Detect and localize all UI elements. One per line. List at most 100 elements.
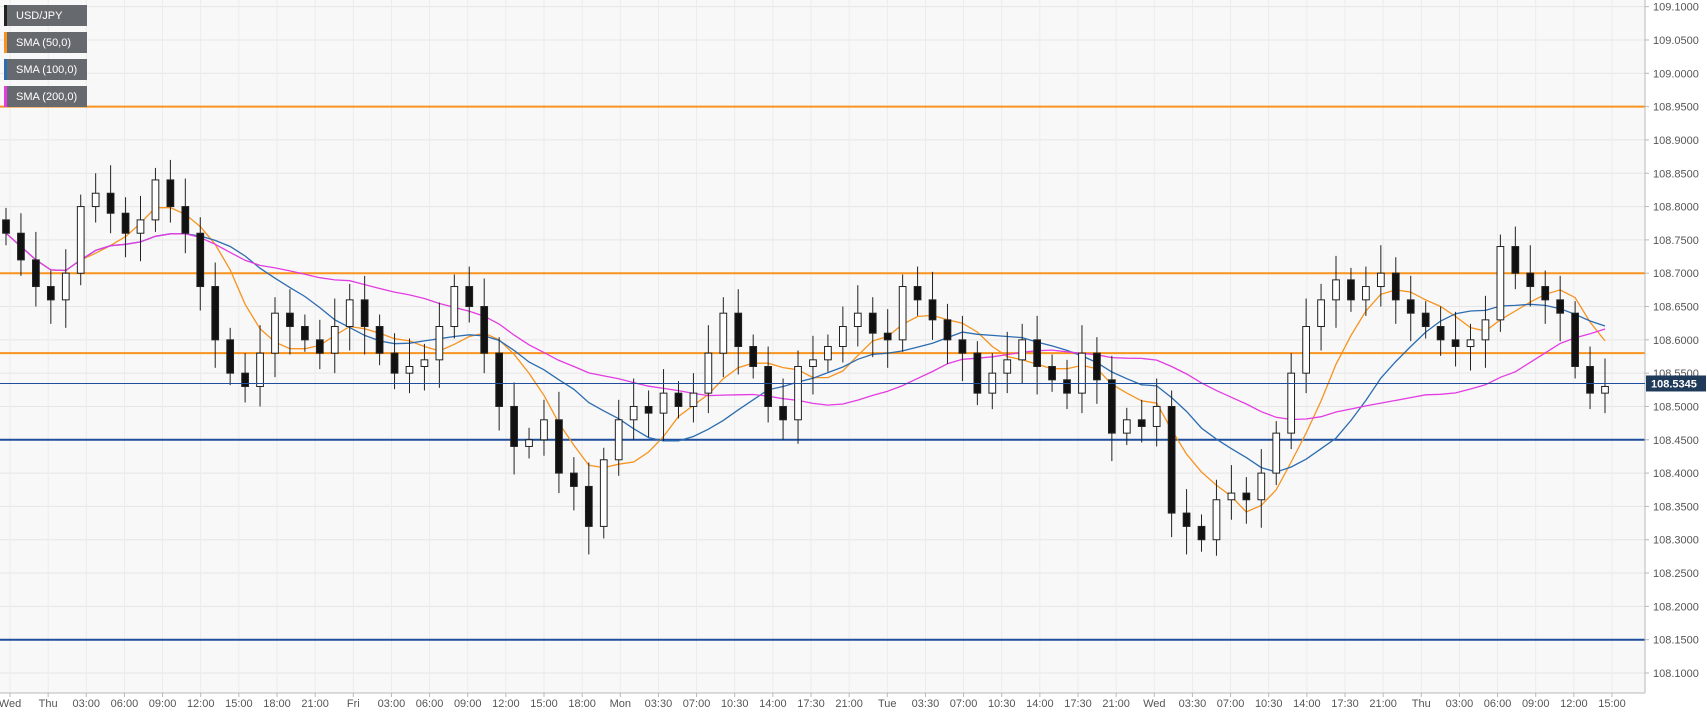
y-tick-label: 108.3000: [1653, 535, 1699, 547]
y-tick-label: 108.6000: [1653, 335, 1699, 347]
candle-bull: [435, 326, 444, 361]
candle-bear: [1107, 379, 1116, 434]
candle-bull: [1287, 372, 1296, 434]
x-tick-label: 06:00: [1484, 698, 1512, 710]
candle-bear: [375, 326, 384, 354]
candle-bear: [1167, 405, 1176, 514]
candle-bear: [1406, 299, 1415, 314]
candle-bull: [629, 405, 638, 421]
sma-100-line: [5, 232, 1606, 473]
candle-bull: [719, 312, 728, 354]
candle-bear: [32, 259, 40, 288]
legend-symbol[interactable]: USD/JPY: [4, 5, 88, 26]
x-tick-label: 17:30: [1331, 698, 1359, 710]
candle-bear: [764, 365, 773, 407]
x-tick-label: 12:00: [1560, 698, 1588, 710]
x-tick-label: 17:30: [1064, 698, 1092, 710]
y-tick-label: 108.6500: [1653, 302, 1699, 314]
candle-bear: [1391, 272, 1400, 301]
x-tick-label: 09:00: [1522, 698, 1550, 710]
x-tick-label: Thu: [39, 698, 58, 710]
y-axis-background: [1645, 0, 1707, 712]
candle-bull: [540, 419, 548, 441]
legend-sma-200[interactable]: SMA (200,0): [4, 86, 88, 107]
candle-bull: [256, 352, 264, 387]
candle-bear: [196, 232, 205, 288]
y-tick-label: 108.3500: [1653, 501, 1699, 513]
indicator-legend: USD/JPY SMA (50,0) SMA (100,0) SMA (200,…: [4, 5, 88, 113]
candle-bear: [211, 286, 220, 341]
candle-bull: [450, 286, 459, 328]
y-tick-label: 109.0500: [1653, 35, 1699, 47]
candle-bull: [136, 219, 145, 234]
x-tick-label: 21:00: [1369, 698, 1397, 710]
candle-bear: [315, 339, 324, 354]
current-price-label: 108.5345: [1651, 378, 1697, 390]
x-tick-label: 03:00: [73, 698, 101, 710]
x-tick-label: 14:00: [1293, 698, 1321, 710]
candle-bull: [1018, 339, 1027, 361]
candle-bear: [749, 346, 758, 367]
y-tick-label: 108.2000: [1653, 601, 1699, 613]
candle-bear: [1436, 326, 1445, 341]
candle-bull: [1496, 246, 1505, 321]
candle-bear: [226, 339, 235, 374]
candle-bear: [1063, 379, 1071, 394]
legend-sma-50[interactable]: SMA (50,0): [4, 32, 88, 53]
x-tick-label: 15:00: [225, 698, 253, 710]
candle-bull: [330, 326, 339, 354]
candle-bear: [1093, 352, 1101, 381]
x-tick-label: 07:00: [683, 698, 711, 710]
candle-bull: [1601, 385, 1609, 394]
x-tick-label: 09:00: [149, 698, 177, 710]
candle-bear: [913, 286, 922, 301]
candle-bull: [91, 192, 100, 208]
x-tick-label: Mon: [610, 698, 631, 710]
x-tick-label: 21:00: [1102, 698, 1130, 710]
candle-bear: [465, 286, 474, 308]
candle-bull: [689, 392, 698, 407]
y-tick-label: 109.1000: [1653, 2, 1699, 14]
candle-bull: [659, 392, 668, 414]
legend-sma-100[interactable]: SMA (100,0): [4, 59, 88, 80]
candle-bull: [599, 459, 608, 527]
candle-bull: [853, 312, 862, 328]
candle-bear: [1033, 339, 1041, 367]
candle-bull: [898, 286, 907, 341]
candle-bull: [271, 312, 279, 354]
y-tick-label: 108.8500: [1653, 168, 1699, 180]
x-tick-label: 21:00: [301, 698, 329, 710]
candle-bear: [1242, 492, 1251, 501]
x-tick-label: 10:30: [721, 698, 749, 710]
sma-200-swatch: [4, 86, 7, 107]
candle-bear: [121, 212, 130, 234]
candle-bear: [2, 219, 10, 234]
candle-bear: [644, 405, 653, 414]
y-tick-label: 108.7000: [1653, 268, 1699, 280]
x-tick-label: 07:00: [950, 698, 978, 710]
x-tick-label: 17:30: [797, 698, 825, 710]
candle-bull: [794, 365, 802, 421]
candle-bear: [943, 319, 952, 341]
candle-bear: [570, 472, 578, 487]
candle-bull: [1272, 432, 1281, 474]
x-tick-label: 10:30: [988, 698, 1016, 710]
candle-bear: [883, 332, 892, 341]
x-tick-label: 14:00: [759, 698, 787, 710]
x-tick-label: Thu: [1412, 698, 1431, 710]
sma-100-label: SMA (100,0): [16, 63, 78, 76]
candle-bull: [1122, 419, 1131, 434]
x-axis-background: [0, 693, 1645, 712]
candle-bear: [166, 179, 175, 208]
x-tick-label: 15:00: [1598, 698, 1626, 710]
y-tick-label: 108.2500: [1653, 568, 1699, 580]
candle-bear: [973, 352, 982, 394]
x-tick-label: 18:00: [263, 698, 291, 710]
candle-bear: [928, 299, 937, 321]
plot-background: [0, 0, 1645, 693]
x-tick-label: 21:00: [835, 698, 863, 710]
sma-200-line: [5, 232, 1606, 421]
candle-bull: [405, 365, 414, 374]
